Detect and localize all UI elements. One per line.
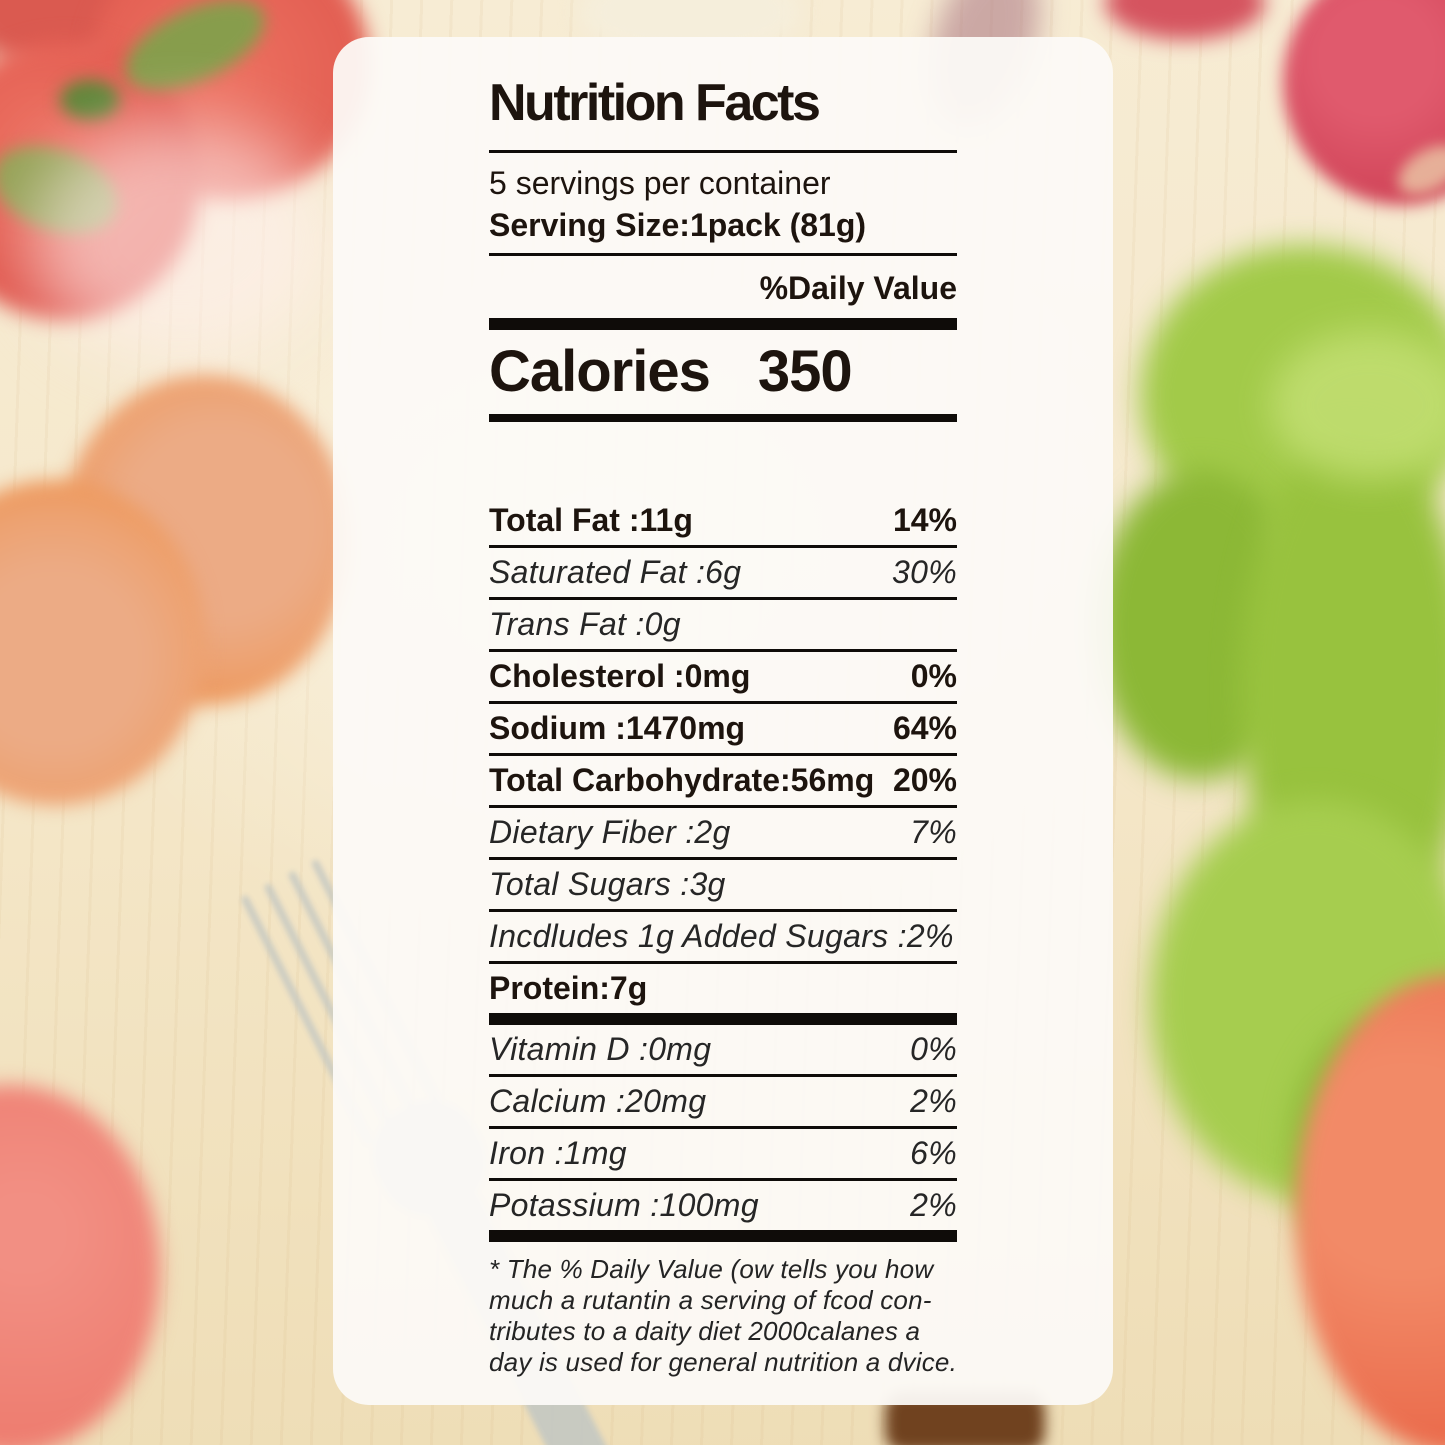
- radish-small: [1105, 0, 1265, 40]
- nutrient-name: Saturated Fat :6g: [489, 554, 742, 590]
- nutrient-name: Trans Fat :0g: [489, 606, 681, 642]
- thick-divider: [489, 318, 957, 330]
- footnote-line: tributes to a daity diet 2000calanes a: [489, 1316, 921, 1346]
- nutrient-name: Protein:7g: [489, 970, 648, 1006]
- nutrient-dv: 7%: [910, 814, 957, 850]
- row-dietary-fiber: Dietary Fiber :2g 7%: [489, 808, 957, 860]
- nutrient-name: Incdludes 1g Added Sugars :2%: [489, 918, 954, 954]
- calories-value: 350: [757, 339, 853, 404]
- nutrient-dv: 2%: [910, 1187, 957, 1223]
- row-cholesterol: Cholesterol :0mg 0%: [489, 652, 957, 704]
- nutrient-dv: 20%: [892, 762, 957, 798]
- nutrient-name: Sodium :1470mg: [489, 710, 746, 746]
- nutrient-dv: 2%: [910, 1083, 957, 1119]
- row-sodium: Sodium :1470mg 64%: [489, 704, 957, 756]
- light-haze: [30, 120, 330, 360]
- tomato-bottom-left: [0, 1085, 160, 1445]
- servings-per-container: 5 servings per container: [489, 165, 831, 201]
- row-protein: Protein:7g: [489, 964, 957, 1013]
- row-added-sugars: Incdludes 1g Added Sugars :2%: [489, 912, 957, 964]
- nutrient-dv: 14%: [892, 502, 957, 538]
- nutrient-name: Dietary Fiber :2g: [489, 814, 731, 850]
- row-total-carbohydrate: Total Carbohydrate:56mg 20%: [489, 756, 957, 808]
- nutrient-dv: 6%: [910, 1135, 957, 1171]
- footnote-line: much a rutantin a serving of fcod con-: [489, 1285, 932, 1315]
- nutrition-facts-label: Nutrition Facts 5 servings per container…: [333, 37, 1113, 1405]
- daily-value-header: %Daily Value: [759, 270, 957, 306]
- nutrient-name: Vitamin D :0mg: [489, 1031, 712, 1067]
- serving-size: Serving Size:1pack (81g): [489, 207, 867, 243]
- nutrient-dv: 0%: [910, 658, 957, 694]
- nutrient-dv: 64%: [892, 710, 957, 746]
- tomato-stem: [60, 80, 120, 120]
- nutrient-dv: 30%: [892, 554, 957, 590]
- thick-divider: [489, 1013, 957, 1025]
- nutrient-name: Total Sugars :3g: [489, 866, 726, 902]
- row-trans-fat: Trans Fat :0g: [489, 600, 957, 652]
- spacer: [489, 422, 957, 496]
- nutrient-name: Calcium :20mg: [489, 1083, 707, 1119]
- thick-divider: [489, 1230, 957, 1242]
- divider: [489, 150, 957, 153]
- row-calcium: Calcium :20mg 2%: [489, 1077, 957, 1129]
- footnote-line: * The % Daily Value (ow tells you how: [489, 1254, 934, 1284]
- row-total-sugars: Total Sugars :3g: [489, 860, 957, 912]
- nutrient-name: Total Fat :11g: [489, 502, 693, 538]
- row-potassium: Potassium :100mg 2%: [489, 1181, 957, 1230]
- row-vitamin-d: Vitamin D :0mg 0%: [489, 1025, 957, 1077]
- row-saturated-fat: Saturated Fat :6g 30%: [489, 548, 957, 600]
- nutrient-dv: 0%: [910, 1031, 957, 1067]
- nutrient-name: Potassium :100mg: [489, 1187, 759, 1223]
- divider: [489, 253, 957, 256]
- nutrient-name: Cholesterol :0mg: [489, 658, 751, 694]
- row-total-fat: Total Fat :11g 14%: [489, 496, 957, 548]
- calories-row: Calories 350: [489, 338, 957, 406]
- nutrient-name: Total Carbohydrate:56mg: [489, 762, 875, 798]
- label-title: Nutrition Facts: [489, 74, 821, 132]
- lettuce-highlight: [1270, 330, 1445, 480]
- row-iron: Iron :1mg 6%: [489, 1129, 957, 1181]
- medium-divider: [489, 414, 957, 422]
- footnote: * The % Daily Value (ow tells you how mu…: [489, 1254, 957, 1378]
- nutrient-name: Iron :1mg: [489, 1135, 627, 1171]
- calories-label: Calories: [489, 339, 711, 404]
- footnote-line: day is used for general nutrition a dvic…: [489, 1347, 957, 1377]
